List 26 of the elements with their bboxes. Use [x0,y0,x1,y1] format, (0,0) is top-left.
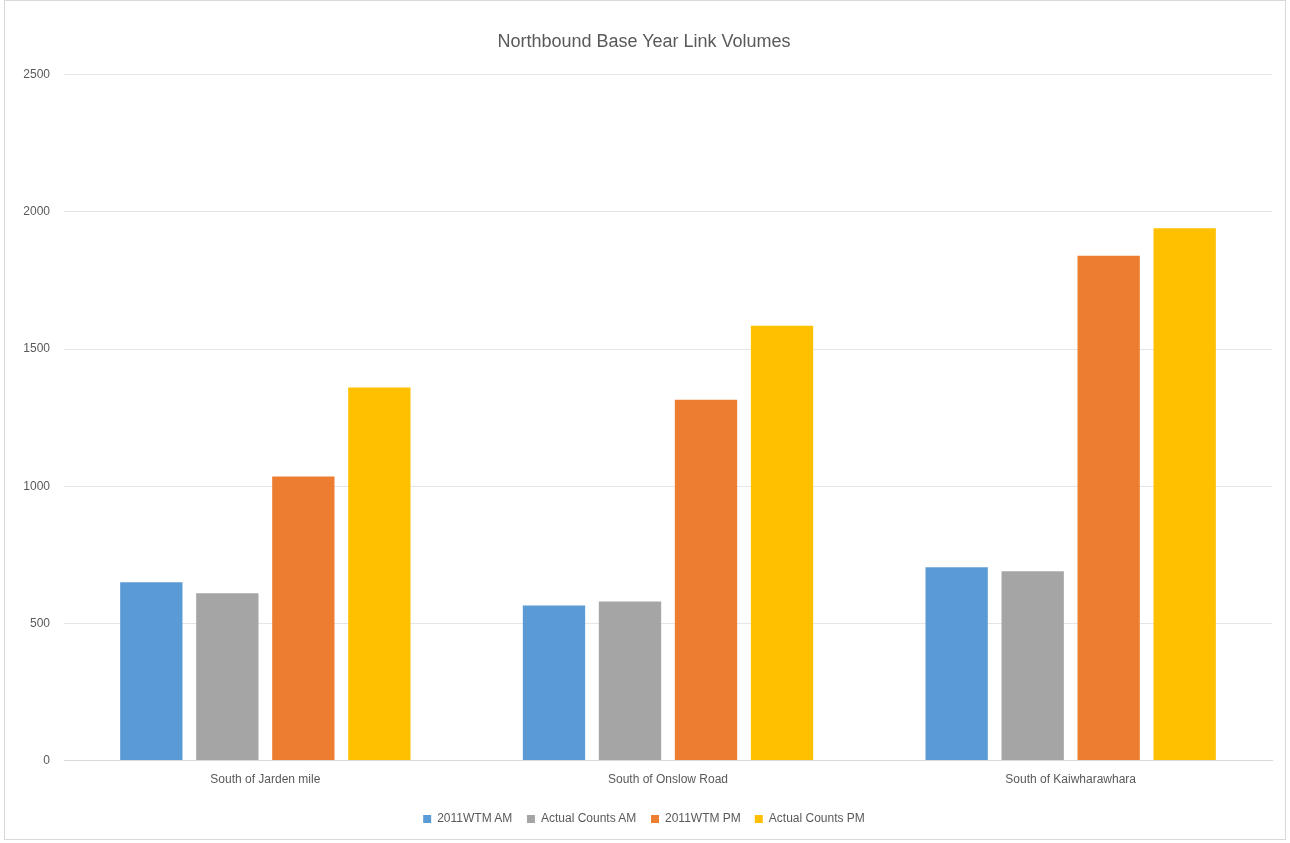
x-tick-label: South of Jarden mile [210,772,321,787]
legend-label: Actual Counts PM [768,811,865,826]
y-tick-label: 500 [29,615,51,630]
bar [1001,571,1064,761]
y-tick-label: 1000 [23,478,51,493]
bar [598,601,662,761]
y-tick-label: 0 [43,752,51,767]
bar [522,605,586,761]
bar [925,567,988,761]
x-tick-label: South of Kaiwharawhara [1005,772,1137,787]
bar [272,476,335,761]
chart-title: Northbound Base Year Link Volumes [497,30,791,51]
bar [750,325,814,761]
y-tick-label: 1500 [23,341,51,356]
legend-label: Actual Counts AM [540,811,637,826]
legend-label: 2011WTM PM [665,811,741,826]
bar [1077,255,1140,761]
y-tick-label: 2500 [23,66,51,81]
bar [674,399,738,761]
legend-label: 2011WTM AM [437,811,513,826]
x-tick-label: South of Onslow Road [607,772,729,787]
y-tick-label: 2000 [23,204,51,219]
bar [196,593,259,761]
bar [120,582,183,761]
bar [348,387,411,761]
bar [1153,228,1216,761]
